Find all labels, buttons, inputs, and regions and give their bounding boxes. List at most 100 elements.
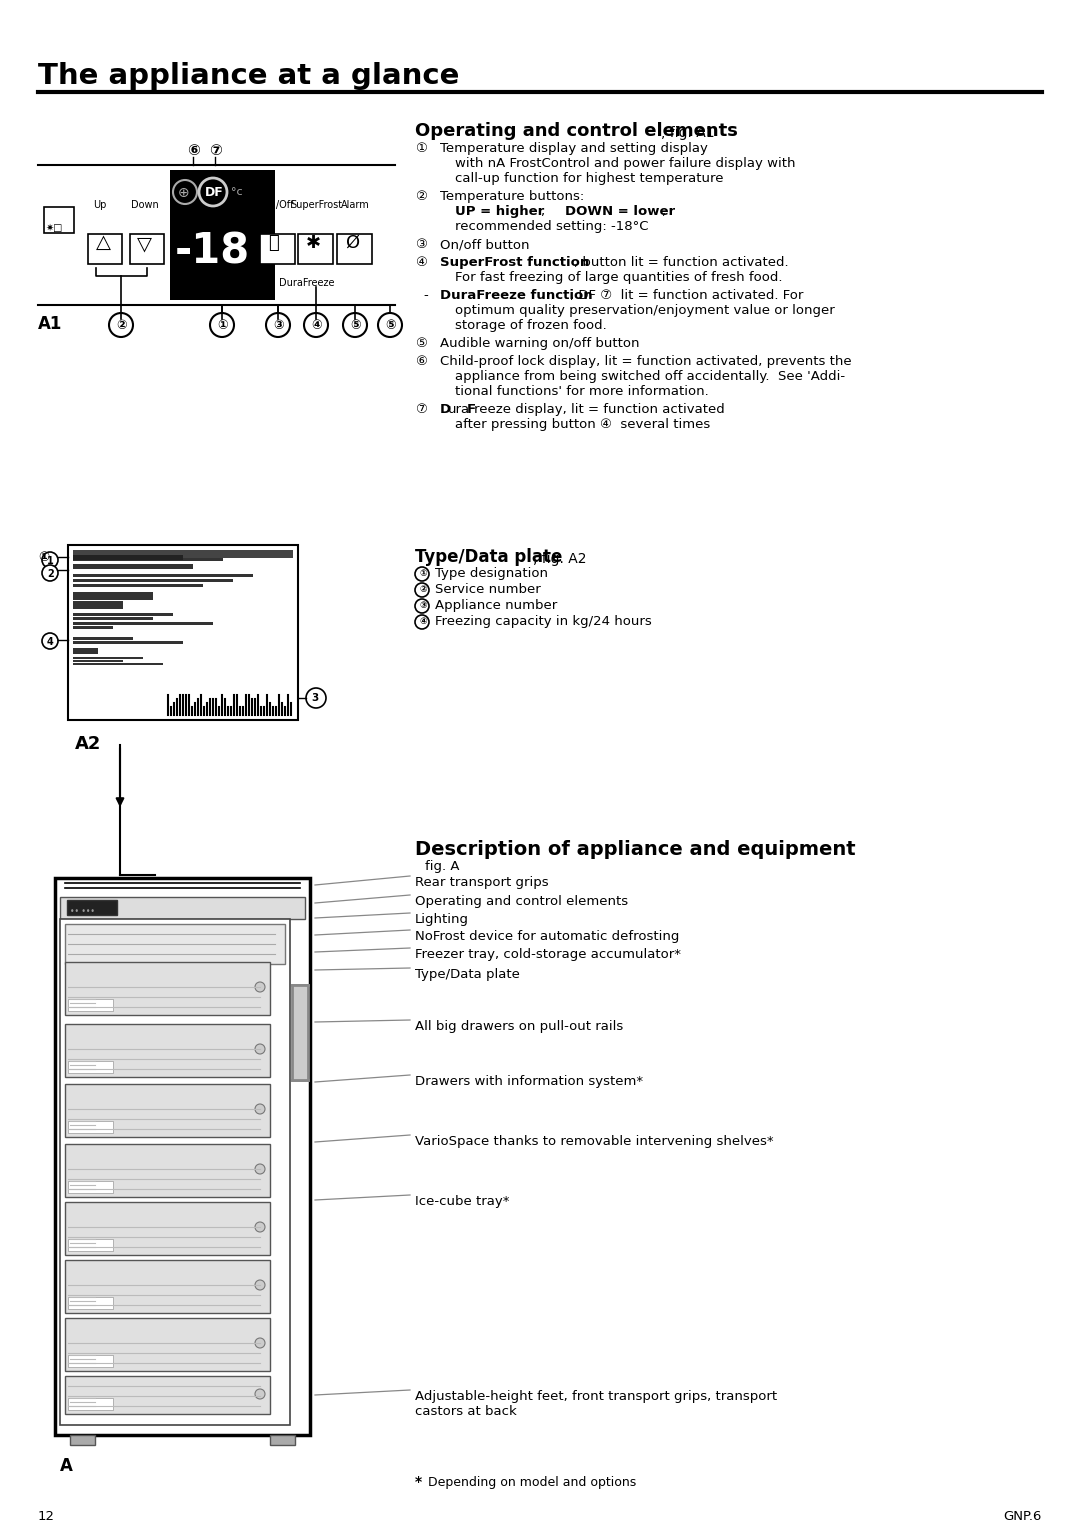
Text: ⑥: ⑥	[415, 354, 427, 368]
Bar	[68, 1180, 113, 1193]
Text: VarioSpace thanks to removable intervening shelves*: VarioSpace thanks to removable interveni…	[415, 1135, 773, 1148]
Bar	[73, 663, 163, 664]
Text: Down: Down	[131, 200, 159, 211]
Text: For fast freezing of large quantities of fresh food.: For fast freezing of large quantities of…	[455, 270, 783, 284]
Text: ura: ura	[448, 403, 470, 415]
Text: ②: ②	[415, 189, 427, 203]
Text: SuperFrost function: SuperFrost function	[440, 257, 590, 269]
Text: Up: Up	[93, 200, 106, 211]
Bar	[65, 1084, 270, 1138]
Text: Description of appliance and equipment: Description of appliance and equipment	[415, 840, 855, 860]
Circle shape	[42, 551, 58, 568]
Bar	[65, 1260, 270, 1313]
Circle shape	[303, 313, 328, 337]
Text: A1: A1	[38, 315, 63, 333]
Text: ✱: ✱	[306, 234, 321, 252]
Text: call-up function for highest temperature: call-up function for highest temperature	[455, 173, 724, 185]
Text: ⊕: ⊕	[178, 186, 190, 200]
Text: tional functions' for more information.: tional functions' for more information.	[455, 385, 708, 399]
Text: Lighting: Lighting	[415, 913, 469, 925]
Circle shape	[266, 313, 291, 337]
Text: °c: °c	[231, 186, 243, 197]
Text: ④: ④	[311, 319, 322, 331]
Bar	[73, 660, 123, 663]
Text: UP = higher: UP = higher	[455, 205, 544, 218]
Text: optimum quality preservation/enjoyment value or longer: optimum quality preservation/enjoyment v…	[455, 304, 835, 318]
Text: Operating and control elements: Operating and control elements	[415, 122, 738, 140]
Text: castors at back: castors at back	[415, 1405, 516, 1419]
Text: Appliance number: Appliance number	[435, 599, 557, 612]
Text: A: A	[60, 1457, 72, 1475]
Bar	[65, 1318, 270, 1371]
Bar	[73, 574, 253, 577]
Circle shape	[255, 1390, 265, 1399]
Text: Type designation: Type designation	[435, 567, 548, 580]
Text: ⑤: ⑤	[350, 319, 361, 331]
Text: ③: ③	[273, 319, 284, 331]
Text: fig. A: fig. A	[426, 860, 459, 873]
Text: , DF ⑦  lit = function activated. For: , DF ⑦ lit = function activated. For	[570, 289, 804, 302]
Bar	[70, 1435, 95, 1445]
Circle shape	[109, 313, 133, 337]
Text: 1: 1	[48, 556, 54, 567]
Circle shape	[255, 1338, 265, 1348]
Text: Operating and control elements: Operating and control elements	[415, 895, 629, 909]
Circle shape	[415, 615, 429, 629]
Text: Freezer tray, cold-storage accumulator*: Freezer tray, cold-storage accumulator*	[415, 948, 681, 960]
Circle shape	[199, 179, 227, 206]
Text: ④: ④	[415, 257, 427, 269]
Text: Rear transport grips: Rear transport grips	[415, 876, 549, 889]
Text: with nA FrostControl and power failure display with: with nA FrostControl and power failure d…	[455, 157, 796, 169]
Bar	[73, 617, 153, 620]
Text: -: -	[423, 289, 428, 302]
Circle shape	[378, 313, 402, 337]
Bar	[87, 234, 122, 264]
Bar	[68, 1296, 113, 1309]
Bar	[65, 924, 285, 964]
Bar	[44, 208, 75, 234]
Bar	[73, 563, 193, 570]
Text: , fig. A1: , fig. A1	[661, 127, 715, 140]
Bar	[65, 1144, 270, 1197]
Text: △: △	[96, 234, 111, 252]
Bar	[73, 550, 293, 557]
Text: Ø: Ø	[345, 234, 360, 252]
Circle shape	[255, 1280, 265, 1290]
Bar	[73, 641, 183, 644]
Text: storage of frozen food.: storage of frozen food.	[455, 319, 607, 331]
Bar	[65, 1202, 270, 1255]
Bar	[73, 592, 153, 600]
Text: On/off button: On/off button	[440, 238, 529, 250]
Bar	[68, 1238, 113, 1251]
Text: ①: ①	[217, 319, 228, 331]
Bar	[73, 657, 143, 660]
Text: Temperature display and setting display: Temperature display and setting display	[440, 142, 707, 156]
Bar	[68, 1399, 113, 1409]
Circle shape	[343, 313, 367, 337]
Bar	[73, 554, 183, 560]
Text: Type/Data plate: Type/Data plate	[415, 968, 519, 980]
Text: All big drawers on pull-out rails: All big drawers on pull-out rails	[415, 1020, 623, 1032]
Text: 12: 12	[38, 1510, 55, 1522]
Bar	[292, 985, 308, 1080]
Text: A2: A2	[75, 734, 102, 753]
Text: 4: 4	[48, 637, 54, 647]
Bar	[130, 234, 164, 264]
Circle shape	[255, 1164, 265, 1174]
Text: Alarm: Alarm	[340, 200, 369, 211]
Text: DuraFreeze: DuraFreeze	[280, 278, 335, 289]
Bar	[260, 234, 295, 264]
Text: DF: DF	[205, 186, 224, 199]
Circle shape	[42, 565, 58, 580]
Bar	[270, 1435, 295, 1445]
Circle shape	[255, 982, 265, 993]
Text: Adjustable-height feet, front transport grips, transport: Adjustable-height feet, front transport …	[415, 1390, 778, 1403]
Text: appliance from being switched off accidentally.  See 'Addi-: appliance from being switched off accide…	[455, 370, 846, 383]
Text: The appliance at a glance: The appliance at a glance	[38, 63, 459, 90]
Circle shape	[415, 567, 429, 580]
Bar	[73, 621, 213, 625]
Text: ,: ,	[661, 205, 665, 218]
Bar	[73, 579, 233, 582]
Circle shape	[255, 1222, 265, 1232]
Bar	[68, 1061, 113, 1073]
